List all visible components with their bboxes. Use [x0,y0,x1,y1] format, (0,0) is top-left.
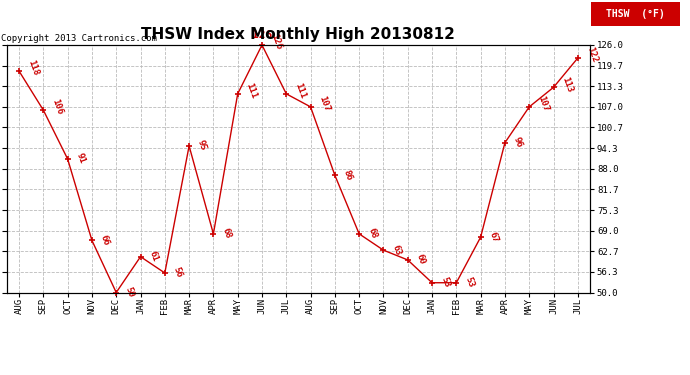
Text: 106: 106 [50,98,64,116]
Text: 126: 126 [269,33,283,51]
Text: 66: 66 [99,233,111,246]
Text: 111: 111 [293,82,307,100]
Text: 118: 118 [26,59,40,77]
Text: 111: 111 [245,82,259,100]
Title: THSW Index Monthly High 20130812: THSW Index Monthly High 20130812 [141,27,455,42]
Text: 86: 86 [342,168,354,182]
Text: 107: 107 [317,95,331,113]
Text: 56: 56 [172,266,184,279]
Text: 63: 63 [391,243,402,256]
Text: THSW  (°F): THSW (°F) [606,9,665,19]
Text: 122: 122 [584,46,599,64]
Text: 53: 53 [439,276,451,289]
Text: 91: 91 [75,152,87,165]
Text: 113: 113 [560,75,575,93]
Text: 68: 68 [220,227,233,240]
Text: 68: 68 [366,227,378,240]
Text: 96: 96 [512,136,524,149]
Text: 126: 126 [252,30,272,40]
Text: Copyright 2013 Cartronics.com: Copyright 2013 Cartronics.com [1,33,157,42]
Text: 67: 67 [488,230,500,243]
Text: 50: 50 [124,285,135,298]
Text: 53: 53 [463,276,475,289]
Text: 60: 60 [415,253,427,266]
Text: 107: 107 [536,95,550,113]
Text: 61: 61 [148,250,159,263]
Text: 95: 95 [196,139,208,152]
